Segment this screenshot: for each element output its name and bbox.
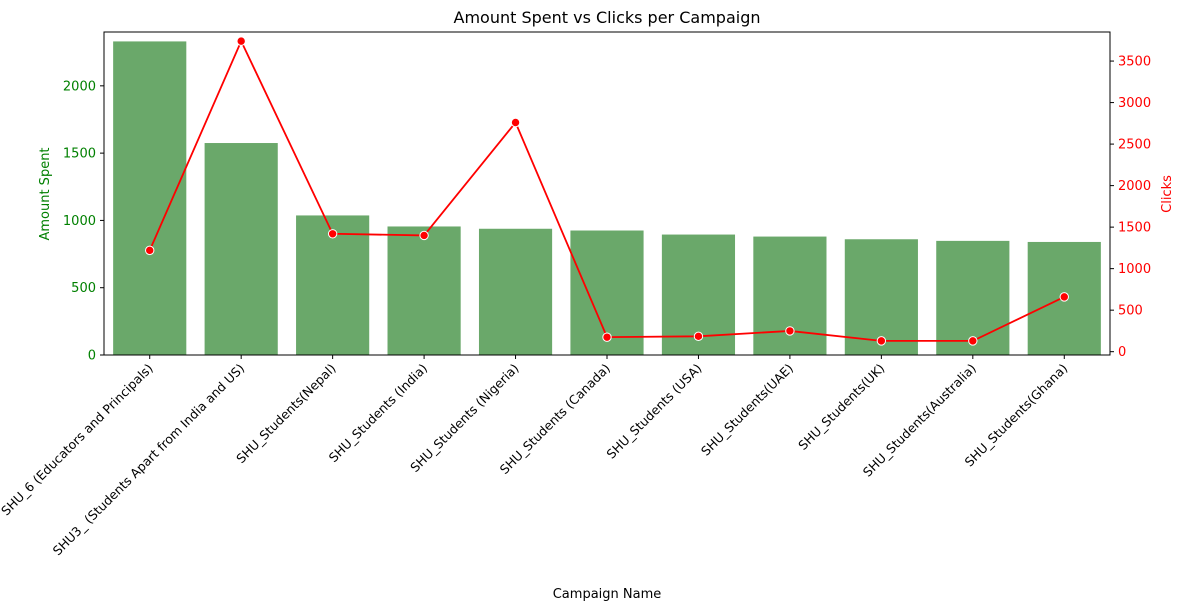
x-tick-label: SHU3_ (Students Apart from India and US) xyxy=(50,361,248,559)
clicks-point xyxy=(145,245,155,256)
clicks-point xyxy=(693,331,704,342)
y-tick-label-right: 3500 xyxy=(1118,55,1151,70)
y-axis-label-left: Amount Spent xyxy=(38,147,53,240)
clicks-point xyxy=(419,230,429,241)
y-tick-label-right: 2500 xyxy=(1118,138,1151,153)
y-tick-label-left: 0 xyxy=(88,349,96,364)
bar xyxy=(753,236,827,355)
y-tick-label-right: 1500 xyxy=(1118,221,1151,236)
clicks-point xyxy=(876,336,887,346)
bar xyxy=(387,226,461,355)
y-tick-label-left: 1000 xyxy=(63,214,96,229)
clicks-point xyxy=(1059,292,1069,302)
clicks-point xyxy=(510,117,521,128)
y-tick-label-right: 500 xyxy=(1118,304,1143,319)
clicks-point xyxy=(236,36,246,46)
y-tick-label-left: 1500 xyxy=(63,147,96,162)
clicks-point xyxy=(785,326,795,336)
x-tick-label: SHU_Students(UK) xyxy=(795,361,887,453)
y-tick-label-right: 1000 xyxy=(1118,262,1151,277)
x-tick-label: SHU_6 (Educators and Principals) xyxy=(0,361,156,519)
x-tick-label: SHU_Students(Nepal) xyxy=(233,361,339,467)
bar xyxy=(204,143,278,355)
x-tick-label: SHU_Students (India) xyxy=(326,361,431,466)
x-axis-label: Campaign Name xyxy=(553,587,662,602)
y-tick-label-left: 2000 xyxy=(63,79,96,94)
bar xyxy=(936,240,1010,355)
y-tick-label-left: 500 xyxy=(71,281,96,296)
bar xyxy=(113,41,187,355)
x-tick-label: SHU_Students (USA) xyxy=(603,361,704,462)
clicks-point xyxy=(968,336,978,346)
y-axis-label-right: Clicks xyxy=(1160,175,1175,213)
clicks-point xyxy=(327,229,338,239)
bar xyxy=(844,239,918,355)
y-tick-label-right: 2000 xyxy=(1118,179,1151,194)
x-tick-label: SHU_Students(Ghana) xyxy=(961,361,1070,470)
y-tick-label-right: 3000 xyxy=(1118,96,1151,111)
bar-series xyxy=(113,41,1101,355)
clicks-point xyxy=(602,332,612,342)
x-tick-label: SHU_Students(UAE) xyxy=(698,361,796,459)
bar xyxy=(296,215,370,355)
chart-title: Amount Spent vs Clicks per Campaign xyxy=(454,8,761,27)
bar xyxy=(478,228,553,355)
y-tick-label-right: 0 xyxy=(1118,345,1126,360)
clicks-line-series xyxy=(145,36,1069,346)
